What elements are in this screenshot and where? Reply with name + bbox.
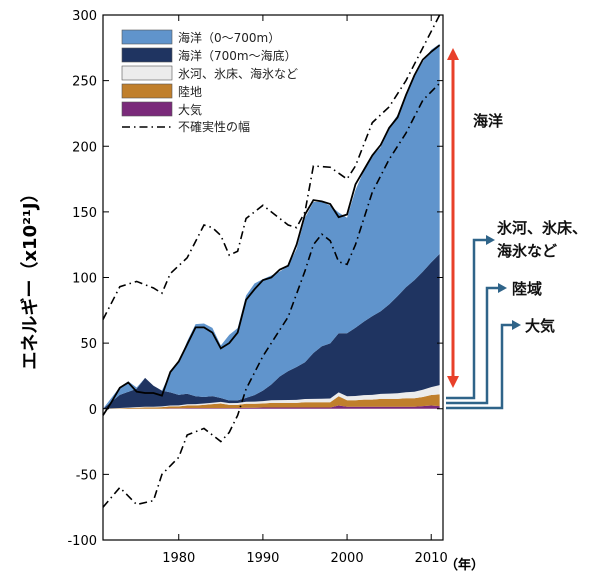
legend-label: 氷河、氷床、海氷など — [178, 66, 298, 81]
arrow-head-down — [447, 376, 459, 388]
x-tick-label: 1990 — [246, 551, 279, 566]
land-label: 陸域 — [512, 280, 542, 298]
x-tick-label: 1980 — [162, 551, 195, 566]
area-大気 — [103, 405, 440, 409]
land-arrow — [446, 286, 500, 405]
legend-label: 陸地 — [178, 85, 202, 99]
legend-swatch-deep-ocean — [121, 47, 173, 63]
legend: 海洋（0～700m） 海洋（700m～海底） 氷河、氷床、海氷など 陸地 大気 … — [121, 29, 298, 134]
y-tick-label: 100 — [72, 272, 97, 287]
legend-label: 海洋（0～700m） — [178, 30, 280, 45]
area-陸地 — [103, 394, 440, 409]
total-line — [102, 44, 441, 416]
x-tick-label: 2010 — [415, 551, 448, 566]
y-tick-label: 150 — [72, 206, 97, 221]
atmosphere-arrow — [446, 323, 514, 410]
legend-label: 海洋（700m～海底） — [178, 48, 297, 63]
ocean-label: 海洋 — [473, 112, 503, 130]
ice-label: 海氷など — [497, 242, 557, 260]
y-tick-label: 0 — [89, 403, 97, 418]
annotations: 海洋 氷河、氷床、 海氷など 陸域 大気 — [446, 48, 587, 410]
y-tick-label: 50 — [80, 337, 97, 352]
y-tick-label: 250 — [72, 75, 97, 90]
legend-swatch-upper-ocean — [121, 29, 173, 45]
atmosphere-label: 大気 — [525, 317, 555, 335]
legend-swatch-land — [121, 83, 173, 99]
x-axis-label: （年） — [445, 557, 484, 573]
atmosphere-arrow-head — [512, 320, 521, 330]
ice-arrow — [446, 238, 488, 400]
legend-swatch-ice — [121, 65, 173, 81]
arrow-head-up — [447, 48, 459, 60]
ice-label: 氷河、氷床、 — [497, 219, 587, 237]
y-tick-label: -100 — [67, 534, 97, 549]
area-氷河、氷床、海氷など — [103, 385, 440, 409]
uncertainty-lower-line — [102, 82, 441, 508]
lines — [102, 14, 441, 508]
x-tick-label: 2000 — [331, 551, 364, 566]
y-tick-label: -50 — [76, 468, 97, 483]
axis-ticks: -100 -50 0 50 100 150 200 250 300 1980 1990 2000 201… — [67, 9, 447, 566]
ice-arrow-head — [486, 235, 495, 245]
uncertainty-upper-line — [102, 14, 441, 320]
area-海洋（0～700m） — [103, 43, 440, 409]
y-axis-label: エネルギー（x10²¹J） — [20, 184, 41, 369]
legend-label: 不確実性の幅 — [178, 119, 250, 134]
y-tick-label: 300 — [72, 9, 97, 24]
stacked-areas — [103, 43, 440, 409]
y-tick-label: 200 — [72, 140, 97, 155]
legend-swatch-atmosphere — [121, 101, 173, 117]
legend-label: 大気 — [178, 102, 202, 117]
land-arrow-head — [498, 283, 507, 293]
area-海洋（700m～海底） — [103, 253, 440, 409]
